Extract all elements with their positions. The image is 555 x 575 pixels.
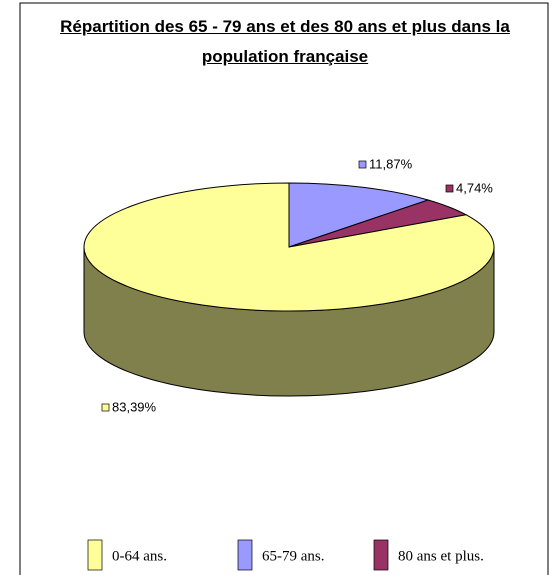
pie-slice [288, 182, 430, 248]
legend-swatch [87, 539, 103, 571]
pie-slice [83, 182, 495, 312]
value-label-key [445, 184, 454, 193]
value-label-key [101, 403, 110, 412]
legend-label: 80 ans et plus. [398, 548, 484, 564]
legend-swatch [237, 539, 253, 571]
chart-border [19, 2, 549, 575]
value-label-key [358, 160, 367, 169]
value-label: 4,74% [456, 180, 493, 195]
legend-label: 65-79 ans. [262, 548, 325, 564]
legend-swatch [373, 539, 389, 571]
legend-label: 0-64 ans. [112, 548, 167, 564]
chart-title: Répartition des 65 - 79 ans et des 80 an… [60, 17, 510, 66]
value-label: 83,39% [112, 399, 157, 414]
value-label: 11,87% [369, 156, 413, 171]
